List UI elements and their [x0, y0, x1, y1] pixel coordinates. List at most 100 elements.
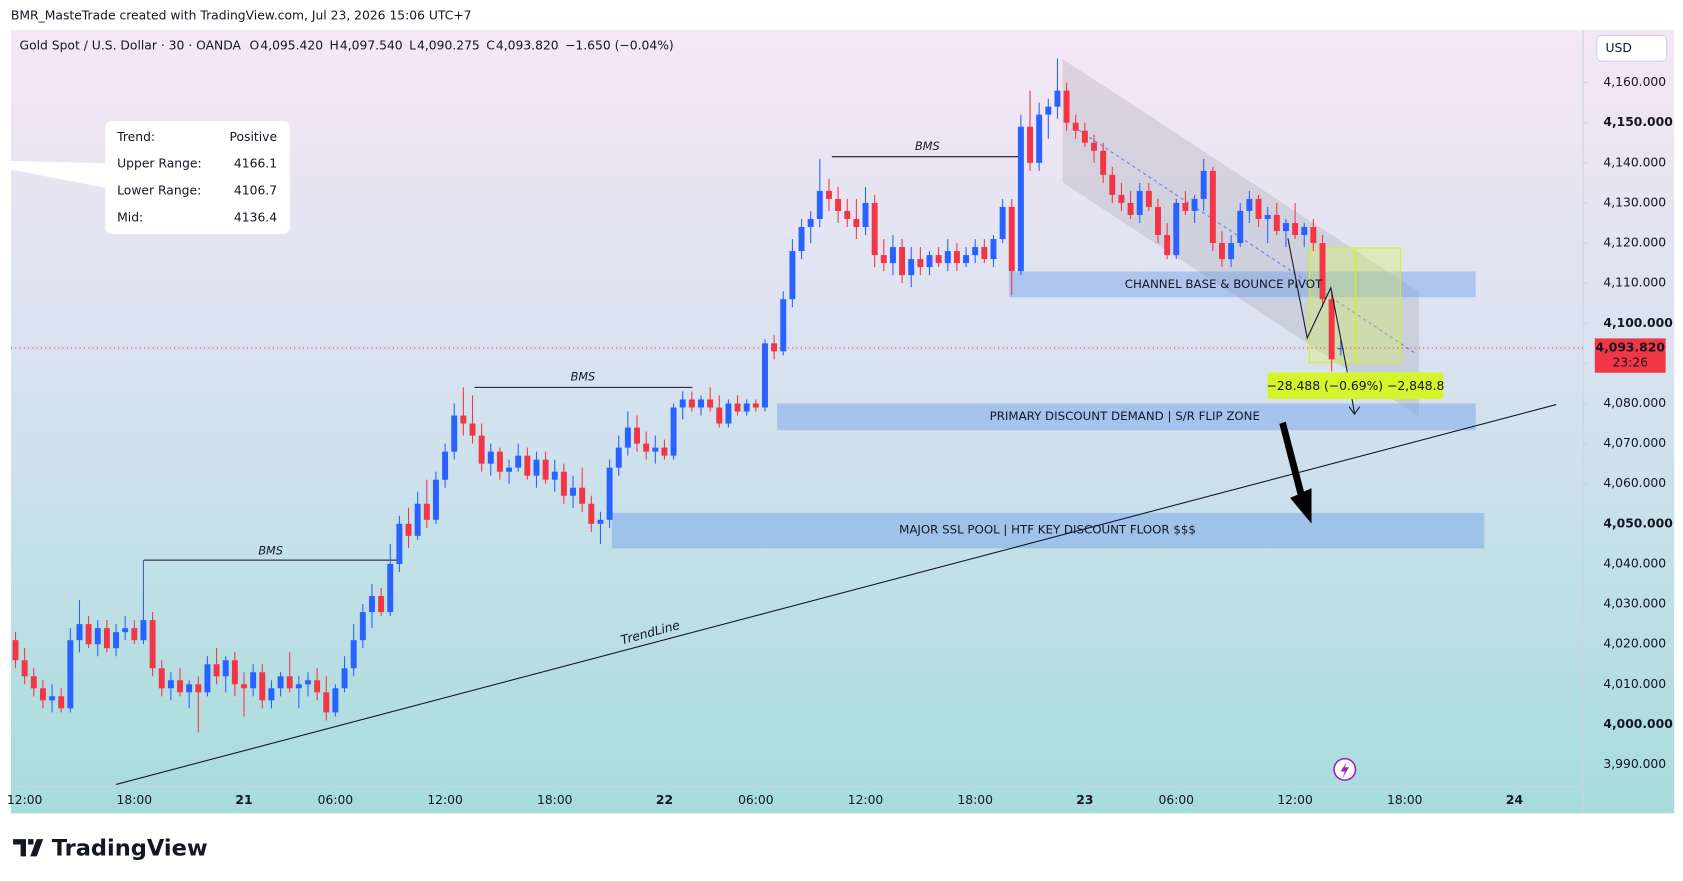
candle-body — [1118, 194, 1125, 203]
candle-body — [880, 255, 887, 264]
candle-body — [30, 676, 37, 689]
projection-arrowhead — [1348, 406, 1361, 416]
candle-body — [122, 628, 129, 633]
candle-body — [844, 210, 851, 219]
x-tick-label: 12:00 — [848, 793, 884, 807]
candle-body — [588, 503, 595, 524]
currency-button[interactable] — [1596, 34, 1668, 62]
candle-body — [615, 447, 622, 468]
candle-body — [1301, 226, 1308, 236]
candle-body — [1017, 126, 1024, 272]
candle-body — [414, 503, 421, 536]
candle-body — [825, 190, 832, 199]
candles — [12, 58, 1344, 733]
zone-label: CHANNEL BASE & BOUNCE PIVOT — [1125, 277, 1323, 291]
candle-body — [679, 399, 686, 408]
candle-body — [469, 423, 476, 436]
candle-body — [131, 628, 138, 641]
candle-body — [908, 259, 915, 276]
bms-label: BMS — [571, 371, 596, 384]
candle-body — [1182, 202, 1189, 211]
candle-body — [990, 239, 997, 260]
ohlc-value: 4,090.275 — [417, 39, 480, 53]
candle-body — [944, 251, 951, 264]
info-key: Trend: — [116, 130, 155, 144]
candle-body — [926, 255, 933, 268]
info-key: Upper Range: — [117, 157, 201, 171]
candle-body — [716, 407, 723, 424]
big-arrow — [1279, 421, 1312, 524]
candle-body — [862, 202, 869, 227]
candle-body — [579, 487, 586, 504]
candle-body — [204, 664, 211, 693]
candle-body — [560, 471, 567, 496]
candle-body — [1036, 114, 1043, 163]
candle-body — [972, 247, 979, 256]
candle-body — [816, 190, 823, 219]
y-tick-label: 4,100.000 — [1603, 316, 1672, 330]
zone-label: PRIMARY DISCOUNT DEMAND | S/R FLIP ZONE — [990, 409, 1260, 423]
zone — [611, 512, 1485, 549]
currency[interactable]: USD — [1606, 41, 1632, 55]
symbol-legend: Gold Spot / U.S. Dollar · 30 · OANDA O 4,… — [20, 39, 674, 53]
candle-body — [899, 247, 906, 276]
candle-body — [624, 427, 631, 448]
candle-body — [789, 251, 796, 300]
candle-body — [94, 628, 101, 645]
candle-body — [1164, 235, 1171, 256]
candle-body — [917, 259, 924, 268]
info-value: 4106.7 — [234, 184, 277, 198]
candle-body — [1109, 174, 1116, 195]
candle-body — [432, 479, 439, 520]
candle-body — [1200, 170, 1207, 199]
candle-body — [58, 696, 65, 709]
y-tick-label: 3,990.000 — [1603, 757, 1666, 771]
candle-body — [798, 226, 805, 252]
candle-body — [49, 696, 56, 701]
candle-body — [21, 660, 28, 677]
candle-body — [12, 640, 19, 661]
x-tick-label: 21 — [235, 793, 252, 807]
candle-body — [807, 218, 814, 227]
candle-body — [963, 255, 970, 264]
x-tick-label: 12:00 — [1277, 793, 1313, 807]
candle-body — [606, 467, 613, 520]
countdown: 23:26 — [1612, 356, 1648, 370]
y-tick-label: 4,150.000 — [1603, 115, 1672, 129]
candle-body — [643, 443, 650, 452]
overlays: CHANNEL BASE & BOUNCE PIVOT PRIMARY DISC… — [10, 121, 1444, 781]
candle-body — [368, 596, 375, 613]
candle-body — [1255, 198, 1262, 219]
candle-body — [762, 343, 768, 408]
candle-body — [533, 459, 540, 476]
candle-body — [1219, 243, 1225, 260]
info-value: 4136.4 — [234, 210, 277, 224]
x-tick-label: 06:00 — [738, 793, 774, 807]
y-tick-label: 4,070.000 — [1603, 436, 1666, 450]
ohlc-key: H — [330, 39, 339, 53]
candle-body — [1292, 222, 1299, 236]
candle-body — [103, 628, 110, 649]
candle-body — [241, 684, 247, 689]
info-pointer — [10, 160, 106, 188]
y-tick-label: 4,010.000 — [1603, 677, 1666, 691]
candle-body — [780, 299, 787, 352]
candle-body — [167, 680, 174, 689]
credit: BMR_MasteTrade created with TradingView.… — [11, 9, 472, 23]
candle-body — [341, 668, 348, 689]
candle-body — [542, 459, 549, 480]
y-tick-label: 4,120.000 — [1603, 236, 1666, 250]
candle-body — [1072, 122, 1079, 131]
candle-body — [734, 403, 741, 412]
candle-body — [231, 660, 238, 685]
ohlc-key: C — [486, 39, 495, 53]
x-tick-label: 18:00 — [1387, 793, 1423, 807]
candle-body — [396, 523, 403, 564]
candle-body — [1091, 142, 1097, 151]
ohlc-key: O — [250, 39, 260, 53]
logo-mark — [13, 839, 44, 857]
x-tick-label: 24 — [1506, 793, 1524, 807]
symbol-title: Gold Spot / U.S. Dollar · 30 · OANDA — [20, 39, 242, 53]
x-tick-label: 06:00 — [318, 793, 354, 807]
logo: TradingView — [13, 835, 208, 861]
